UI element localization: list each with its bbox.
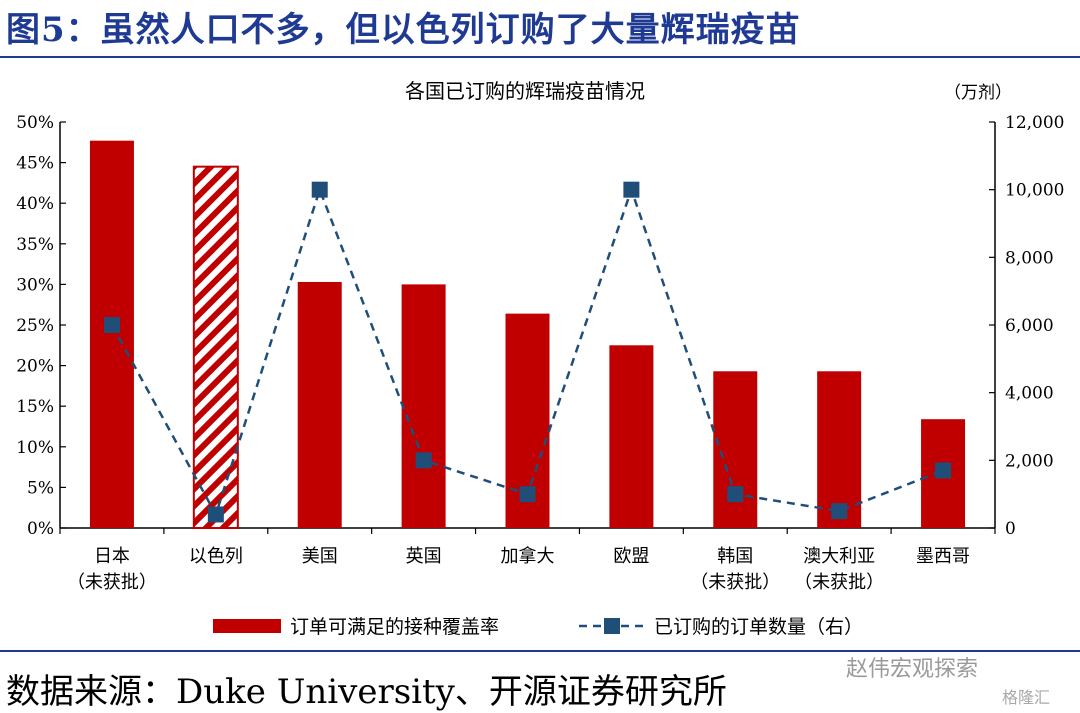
x-tick-label: 欧盟 [613,546,649,567]
right-tick-label: 8,000 [1005,248,1054,268]
line-point [935,462,952,479]
line-point [727,486,744,503]
right-tick-label: 6,000 [1005,316,1054,336]
right-tick-label: 10,000 [1005,181,1064,201]
bar [192,165,239,529]
x-tick-label: 澳大利亚 [803,546,875,567]
x-tick-label: 美国 [302,546,338,567]
line-point [103,317,120,333]
right-tick-label: 12,000 [1005,113,1064,133]
line-point [831,503,848,520]
right-tick-label: 0 [1005,519,1016,539]
left-tick-label: 15% [16,397,54,417]
left-tick-label: 50% [16,113,54,133]
legend-line-marker [604,618,620,634]
left-tick-label: 0% [27,519,54,539]
left-tick-label: 10% [16,438,54,458]
x-tick-label: （未获批） [794,572,884,593]
legend-bar-label: 订单可满足的接种覆盖率 [290,616,499,638]
figure-title: 图5：虽然人口不多，但以色列订购了大量辉瑞疫苗 [6,10,801,50]
line-series [103,181,952,523]
x-tick-label: 韩国 [717,546,753,567]
left-tick-label: 35% [16,235,54,255]
watermark: 赵伟宏观探索 [846,657,979,682]
bar [401,284,446,528]
line-point [415,452,432,469]
chart-title: 各国已订购的辉瑞疫苗情况 [405,79,645,103]
bar [297,281,342,528]
legend-line-label: 已订购的订单数量（右） [654,616,863,638]
left-tick-label: 45% [16,154,54,174]
line-point [311,181,328,198]
right-axis-unit: （万剂） [944,83,1012,103]
source-note: 数据来源：Duke University、开源证券研究所 [6,672,727,712]
vaccine-chart: 各国已订购的辉瑞疫苗情况 （万剂） 0% 5% 10% 15% 20% 25% 30% 35%… [16,79,1064,638]
line-point [623,181,640,198]
left-tick-label: 40% [16,194,54,214]
legend: 订单可满足的接种覆盖率 已订购的订单数量（右） [213,616,863,638]
bar [713,371,758,528]
line-point [519,486,536,503]
x-tick-label: 墨西哥 [916,546,970,567]
bar-series [89,140,966,529]
x-tick-label: （未获批） [67,572,157,593]
x-axis-labels: 日本 （未获批） 以色列 美国 英国 加拿大 欧盟 韩国 （未获批） 澳大利亚 （未获批） 墨西哥 [67,545,970,593]
bar [89,140,134,528]
footer-divider [0,650,1080,652]
title-divider [0,56,1080,58]
left-tick-label: 30% [16,275,54,295]
x-tick-label: 以色列 [189,546,243,567]
line-point [207,506,224,523]
left-tick-label: 25% [16,316,54,336]
left-tick-label: 20% [16,357,54,377]
right-tick-label: 4,000 [1005,384,1054,404]
legend-bar-swatch [213,619,281,633]
x-tick-label: 英国 [406,546,442,567]
left-tick-label: 5% [27,478,54,498]
bar [609,345,654,528]
x-tick-label: （未获批） [690,572,780,593]
x-tick-label: 日本 [94,546,130,567]
bar [817,371,862,528]
watermark-small: 格隆汇 [1002,688,1051,707]
right-tick-label: 2,000 [1005,451,1054,471]
x-tick-label: 加拿大 [501,545,555,567]
